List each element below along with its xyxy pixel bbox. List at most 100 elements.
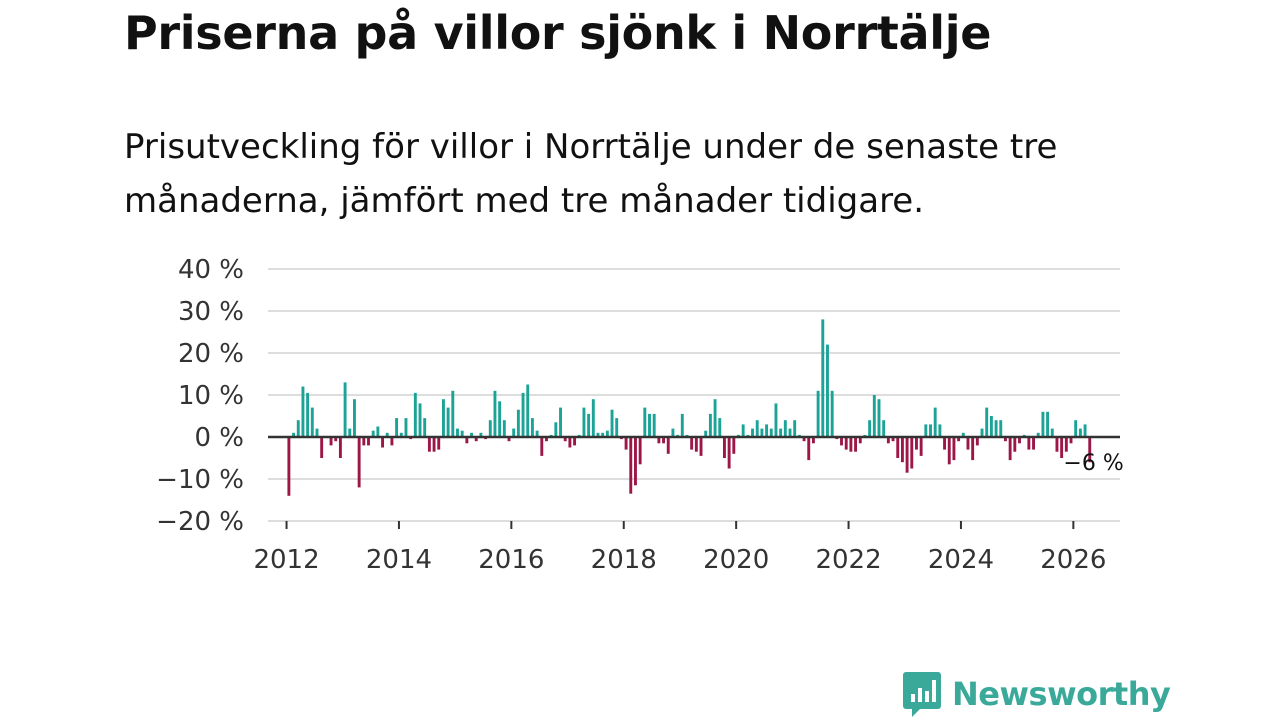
bar — [1003, 437, 1007, 442]
y-tick-label: −10 % — [156, 465, 244, 495]
bar — [451, 390, 455, 437]
bar — [601, 432, 605, 437]
bar — [540, 437, 544, 456]
bar — [1046, 411, 1050, 437]
bar — [310, 407, 314, 437]
newsworthy-logo: Newsworthy — [902, 670, 1171, 718]
bar — [929, 424, 932, 437]
bar — [751, 428, 754, 437]
x-tick-label: 2016 — [478, 545, 544, 575]
bar — [605, 430, 609, 437]
bar — [362, 437, 366, 446]
bar — [498, 401, 502, 437]
bar — [516, 409, 520, 437]
x-tick-label: 2020 — [703, 545, 769, 575]
bar — [479, 432, 483, 437]
bar — [662, 437, 666, 444]
bar — [338, 437, 342, 458]
bar — [1078, 428, 1082, 437]
bar — [596, 432, 600, 437]
bar — [1074, 420, 1078, 437]
bar — [854, 437, 858, 452]
bar — [376, 426, 380, 437]
bar — [1088, 437, 1092, 463]
bar — [980, 428, 984, 437]
bar — [320, 437, 324, 458]
bar — [465, 437, 469, 444]
bar — [470, 432, 473, 437]
bar — [783, 420, 787, 437]
bar — [915, 437, 918, 450]
bar — [840, 437, 843, 446]
x-tick-label: 2012 — [253, 545, 319, 575]
bar — [1032, 437, 1035, 450]
bar — [315, 428, 319, 437]
bar — [615, 418, 619, 437]
bar — [732, 437, 736, 454]
bar — [933, 407, 937, 437]
bar — [502, 420, 506, 437]
newsworthy-logo-text: Newsworthy — [952, 675, 1171, 713]
bar — [900, 437, 904, 463]
bar — [966, 437, 970, 450]
bar — [821, 319, 825, 437]
bar — [722, 437, 726, 458]
bar — [886, 437, 890, 444]
bar — [816, 390, 820, 437]
bar — [390, 437, 394, 446]
bar — [938, 424, 942, 437]
bar — [872, 395, 876, 437]
bar — [348, 428, 352, 437]
bar — [704, 430, 708, 437]
bar — [521, 392, 525, 437]
bar — [690, 437, 694, 450]
bar — [559, 407, 562, 437]
bar — [1008, 437, 1012, 461]
bar — [306, 392, 310, 437]
bar — [292, 432, 296, 437]
bar — [329, 437, 333, 446]
bar — [648, 413, 651, 437]
bar — [779, 428, 783, 437]
bar — [694, 437, 698, 452]
bar — [741, 424, 745, 437]
x-tick-label: 2024 — [928, 545, 994, 575]
bar — [427, 437, 431, 452]
bar — [802, 437, 806, 442]
bar — [1050, 428, 1054, 437]
bar — [587, 413, 591, 437]
bar — [418, 403, 422, 437]
bar — [896, 437, 900, 458]
bar — [699, 437, 703, 456]
bar — [830, 390, 834, 437]
bar — [788, 428, 792, 437]
x-tick-label: 2014 — [366, 545, 432, 575]
chart-subtitle: Prisutveckling för villor i Norrtälje un… — [124, 127, 1058, 221]
bar — [488, 420, 492, 437]
bar — [924, 424, 928, 437]
bar — [1027, 437, 1031, 450]
bar — [1064, 437, 1068, 452]
bar — [530, 418, 534, 437]
bar — [399, 432, 403, 437]
bar — [849, 437, 853, 452]
y-tick-label: 0 % — [194, 423, 244, 453]
bar — [638, 437, 642, 465]
bar — [624, 437, 628, 450]
y-tick-label: 30 % — [178, 297, 244, 327]
bar — [994, 420, 998, 437]
bar — [591, 399, 595, 437]
x-tick-label: 2018 — [591, 545, 657, 575]
bar — [807, 437, 811, 461]
bar — [652, 413, 656, 437]
bar — [793, 420, 797, 437]
y-tick-label: −20 % — [156, 507, 244, 537]
bar — [975, 437, 979, 446]
bar — [952, 437, 956, 461]
bar — [811, 437, 815, 444]
bar — [989, 416, 993, 437]
bar — [905, 437, 909, 473]
bar — [985, 407, 989, 437]
bar — [423, 418, 427, 437]
